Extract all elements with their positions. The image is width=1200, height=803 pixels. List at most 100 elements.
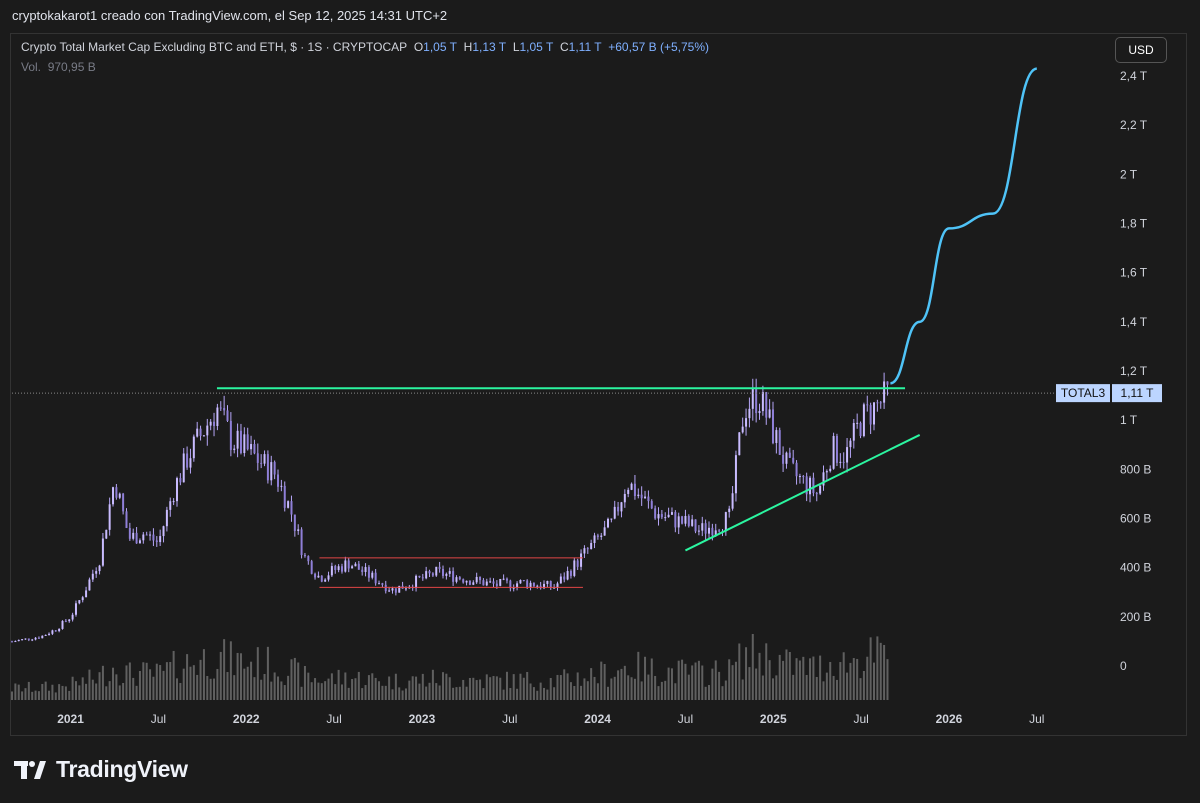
candle-body [529, 582, 532, 588]
volume-bar [51, 684, 54, 700]
candle-body [883, 381, 886, 403]
candle-body [842, 461, 845, 463]
volume-bar [310, 682, 313, 700]
volume-bar [58, 684, 61, 700]
volume-bar [627, 675, 630, 700]
candle-body [438, 566, 441, 569]
volume-bar [364, 685, 367, 700]
volume-bar [152, 676, 155, 700]
candle-body [115, 487, 118, 498]
candle-body [755, 389, 758, 414]
volume-bar [149, 669, 152, 700]
candle-body [569, 571, 572, 576]
candle-body [317, 575, 320, 578]
volume-bar [273, 672, 276, 700]
volume-bar [351, 679, 354, 700]
candle-body [378, 583, 381, 585]
y-tick-label: 600 B [1120, 512, 1151, 526]
candle-body [277, 474, 280, 487]
volume-bar [236, 652, 239, 700]
tradingview-logo[interactable]: TradingView [14, 756, 188, 783]
volume-bar [78, 685, 81, 700]
candle-body [88, 579, 91, 591]
volume-bar [297, 662, 300, 700]
candle-body [873, 402, 876, 425]
candle-body [640, 494, 643, 499]
candle-body [27, 638, 30, 640]
candle-body [206, 425, 209, 436]
candle-body [650, 501, 653, 509]
candle-body [293, 514, 296, 531]
volume-bar [852, 658, 855, 700]
volume-bar [219, 651, 222, 700]
volume-bar [485, 674, 488, 700]
candle-body [674, 512, 677, 528]
candle-body [809, 477, 812, 495]
volume-bar [95, 683, 98, 700]
volume-bar [11, 691, 13, 700]
candle-body [489, 581, 492, 583]
candle-body [48, 633, 51, 635]
candle-body [24, 638, 27, 640]
candle-body [256, 453, 259, 463]
volume-bar [748, 667, 751, 700]
volume-bar [499, 677, 502, 700]
candle-body [593, 535, 596, 544]
volume-bar [367, 675, 370, 700]
volume-bar [543, 687, 546, 700]
volume-bar [108, 681, 111, 700]
currency-button[interactable]: USD [1115, 37, 1167, 63]
chart-frame [10, 33, 1187, 736]
candle-body [485, 581, 488, 586]
candle-body [630, 483, 633, 490]
candle-body [91, 573, 94, 580]
candle-body [14, 641, 17, 643]
volume-bar [782, 660, 785, 700]
candle-body [499, 578, 502, 586]
candle-body [782, 454, 785, 464]
candle-body [644, 496, 647, 499]
candle-body [189, 458, 192, 468]
volume-bar [610, 678, 613, 700]
volume-bar [815, 676, 818, 700]
volume-bar [340, 684, 343, 700]
candle-body [61, 620, 64, 629]
candle-body [458, 577, 461, 580]
volume-bar [24, 688, 27, 700]
volume-bar [795, 658, 798, 700]
volume-bar [812, 656, 815, 700]
candle-body [479, 576, 482, 581]
volume-bar [495, 676, 498, 700]
candle-body [596, 535, 599, 537]
volume-bar [408, 680, 411, 700]
volume-bar [573, 685, 576, 700]
volume-bar [670, 668, 673, 700]
volume-bar [788, 651, 791, 700]
legend-high-label: H [463, 40, 473, 54]
volume-bar [502, 689, 505, 700]
candle-body [34, 637, 37, 640]
axes: 0 200 B 400 B 600 B 800 B 1 T 1,2 T 1,4 T 1,6 T 1… [57, 69, 1151, 726]
candle-body [610, 518, 613, 520]
candle-body [357, 563, 360, 570]
candle-body [314, 573, 317, 578]
volume-bar [559, 675, 562, 700]
candle-body [297, 529, 300, 531]
candle-body [334, 566, 337, 571]
projection-curve[interactable] [889, 67, 1038, 385]
volume-bar [216, 668, 219, 700]
annotations: TOTAL3 1,11 T [12, 67, 1162, 588]
candle-body [778, 430, 781, 455]
volume-bar [553, 687, 556, 700]
candle-body [290, 501, 293, 515]
support-trendline[interactable] [684, 434, 921, 552]
volume-bar [613, 676, 616, 700]
volume-bar [532, 687, 535, 700]
candle-body [859, 422, 862, 437]
volume-bar [640, 681, 643, 700]
candle-body [771, 409, 774, 444]
candle-body [623, 493, 626, 503]
candle-body [731, 493, 734, 509]
volume-bar [657, 686, 660, 700]
